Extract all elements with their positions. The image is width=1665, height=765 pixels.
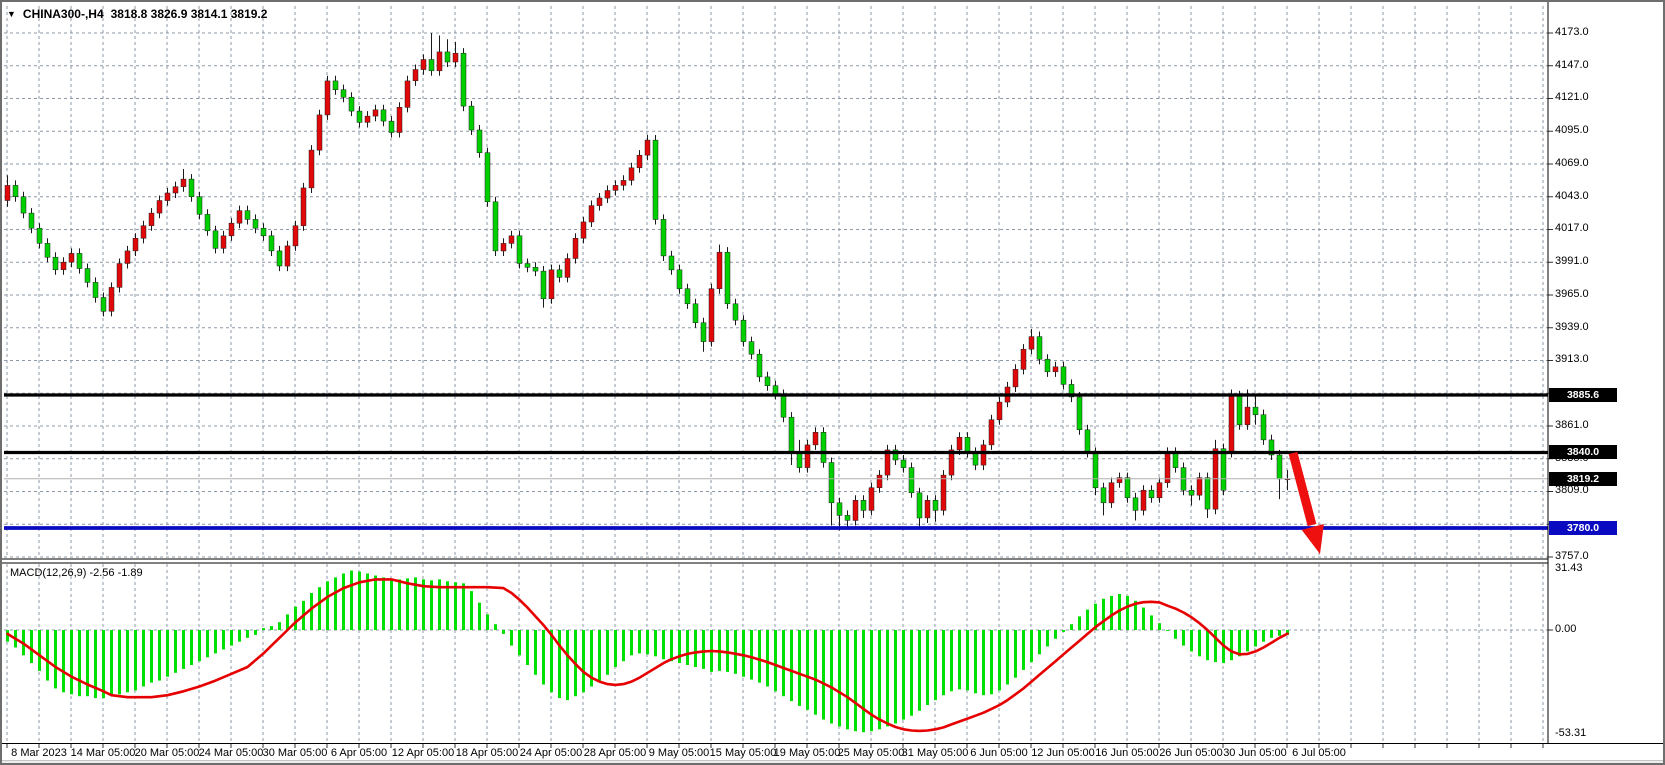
candlestick-series — [4, 33, 1291, 531]
time-axis-label: 6 Jun 05:00 — [970, 747, 1028, 759]
time-axis-label: 16 Jun 05:00 — [1095, 747, 1159, 759]
macd-indicator-label: MACD(12,26,9) -2.56 -1.89 — [10, 567, 143, 579]
price-axis-label: 4121.0 — [1555, 91, 1589, 104]
ohlc-values: 3818.8 3826.9 3814.1 3819.2 — [110, 7, 268, 21]
macd-axis-label: 31.43 — [1555, 561, 1583, 574]
time-axis-label: 20 Mar 05:00 — [134, 747, 200, 759]
time-axis-label: 6 Jul 05:00 — [1292, 747, 1346, 759]
macd-axis-label: -53.31 — [1555, 726, 1587, 739]
price-badge: 3885.6 — [1549, 388, 1617, 402]
macd-axis-label: 0.00 — [1555, 623, 1577, 635]
time-axis-label: 30 Jun 05:00 — [1223, 747, 1287, 759]
time-axis-label: 31 May 05:00 — [901, 747, 969, 759]
time-axis-label: 14 Mar 05:00 — [70, 747, 136, 759]
price-axis-label: 4069.0 — [1555, 156, 1589, 169]
time-axis-label: 12 Apr 05:00 — [391, 747, 455, 759]
time-axis-label: 24 Apr 05:00 — [519, 747, 583, 759]
price-axis-label: 4147.0 — [1555, 58, 1589, 71]
price-axis-label: 4095.0 — [1555, 124, 1589, 137]
time-axis-label: 8 Mar 2023 — [11, 747, 67, 759]
chart-header: ▼ CHINA300-,H4 3818.8 3826.9 3814.1 3819… — [7, 6, 267, 22]
macd-histogram — [6, 570, 1289, 733]
price-axis-label: 3939.0 — [1555, 320, 1589, 333]
time-axis-label: 25 May 05:00 — [837, 747, 905, 759]
time-axis-label: 9 May 05:00 — [648, 747, 710, 759]
time-axis-label: 18 Apr 05:00 — [455, 747, 519, 759]
price-axis-label: 4043.0 — [1555, 189, 1589, 202]
price-axis-label: 3757.0 — [1555, 549, 1589, 562]
time-axis-label: 28 Apr 05:00 — [583, 747, 647, 759]
time-axis-label: 12 Jun 05:00 — [1031, 747, 1095, 759]
time-axis-label: 6 Apr 05:00 — [330, 747, 388, 759]
price-axis-label: 3861.0 — [1555, 418, 1589, 431]
bottom-strip — [2, 760, 1663, 763]
chevron-down-icon[interactable]: ▼ — [7, 9, 16, 19]
time-axis-label: 15 May 05:00 — [709, 747, 777, 759]
time-axis-label: 26 Jun 05:00 — [1159, 747, 1223, 759]
price-badge: 3840.0 — [1549, 445, 1617, 460]
price-axis-label: 3913.0 — [1555, 353, 1589, 366]
down-arrow-shaft[interactable] — [1288, 451, 1317, 527]
price-axis-label: 3965.0 — [1555, 287, 1589, 300]
macd-signal-line — [6, 578, 1289, 733]
symbol-period-label: CHINA300-,H4 — [22, 7, 104, 21]
price-axis-label: 4017.0 — [1555, 222, 1589, 235]
time-axis-label: 19 May 05:00 — [773, 747, 841, 759]
price-badge: 3780.0 — [1549, 521, 1617, 536]
price-axis-label: 4173.0 — [1555, 26, 1589, 38]
price-axis-label: 3991.0 — [1555, 255, 1589, 268]
price-badge: 3819.2 — [1549, 471, 1617, 486]
down-arrow-head[interactable] — [1301, 524, 1324, 554]
time-axis-label: 30 Mar 05:00 — [262, 747, 328, 759]
time-axis-label: 24 Mar 05:00 — [198, 747, 264, 759]
price-axis-label: 3809.0 — [1555, 484, 1589, 497]
